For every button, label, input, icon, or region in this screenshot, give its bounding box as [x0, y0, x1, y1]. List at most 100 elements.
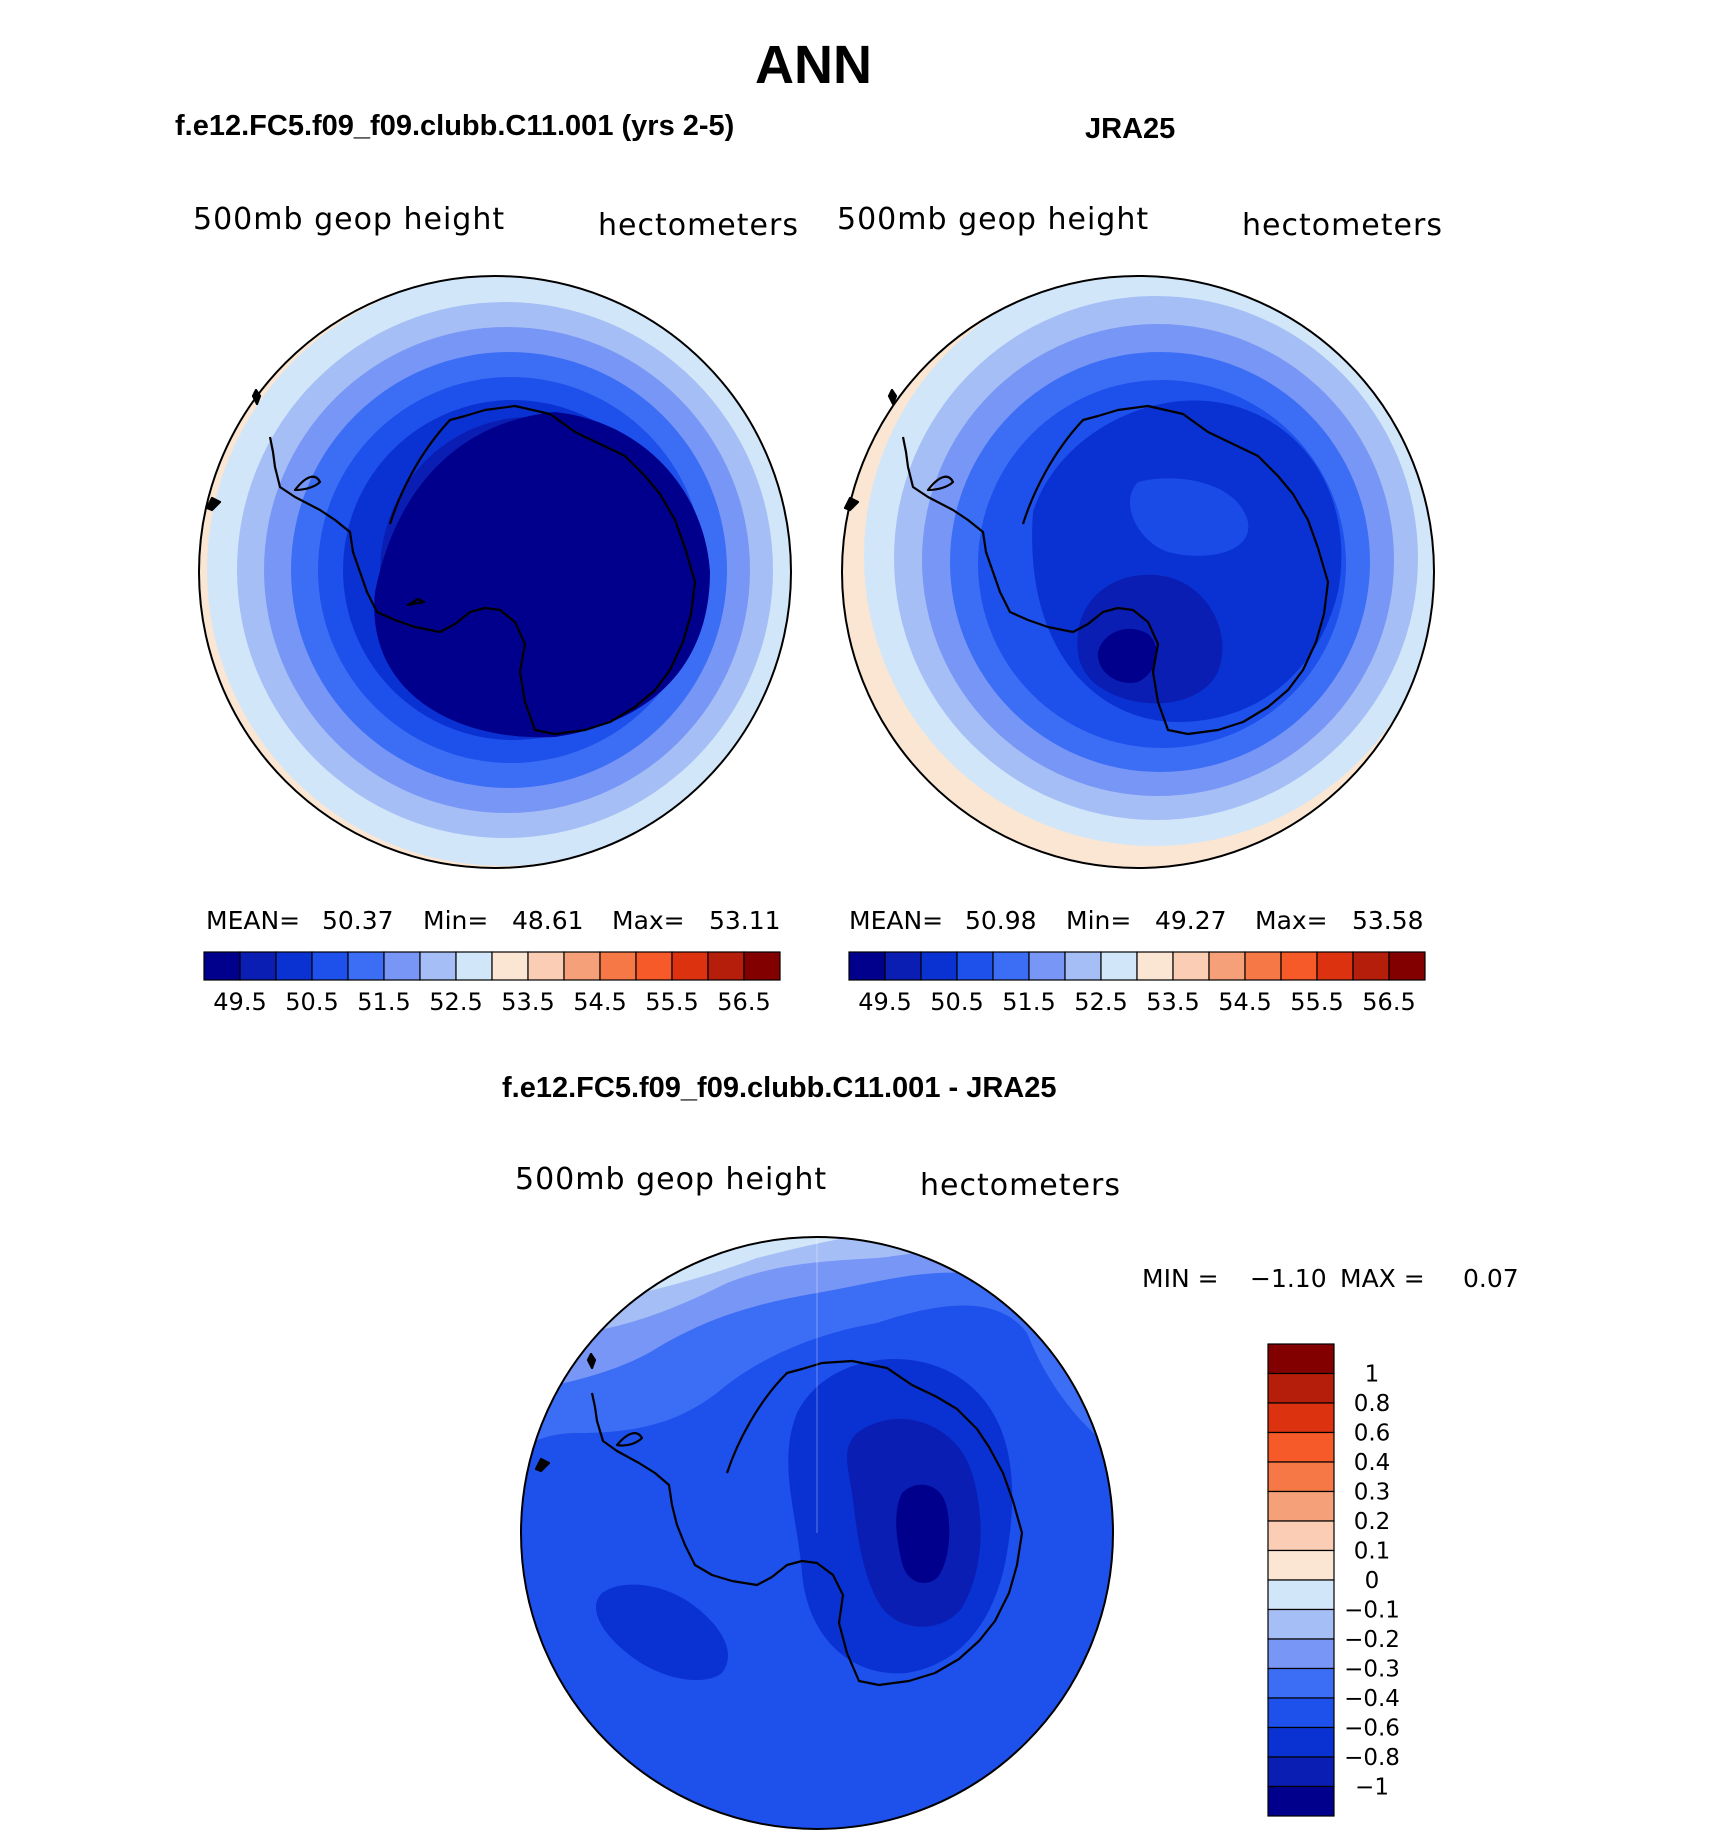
panel-2-colorbar-tick-label: 56.5: [1362, 988, 1415, 1016]
panel-1-mean-label: MEAN=: [206, 906, 301, 935]
panel-3-max-value: 0.07: [1463, 1264, 1519, 1293]
panel-3-colorbar-tick-label: 1: [1365, 1362, 1380, 1388]
panel-3-colorbar-swatch: [1267, 1520, 1335, 1552]
panel-2-colorbar-tick-label: 51.5: [1002, 988, 1055, 1016]
panel-2-mean-value: 50.98: [965, 906, 1037, 935]
panel-1-colorbar-swatch: [635, 951, 673, 981]
panel-3-colorbar-swatch: [1267, 1726, 1335, 1758]
panel-3-colorbar: 1 0.8 0.6 0.4 0.3 0.2 0.1 0 −0.1 −0.2 −0.3 −0.4 −0.6…: [1267, 1343, 1400, 1817]
panel-2-colorbar-tick-label: 49.5: [858, 988, 911, 1016]
panel-1-colorbar-swatch: [311, 951, 349, 981]
panel-3-colorbar-tick-label: 0.4: [1354, 1450, 1391, 1476]
panel-3-polar-map: [520, 1236, 1114, 1830]
panel-1-colorbar-swatch: [599, 951, 637, 981]
panel-1-max-value: 53.11: [709, 906, 781, 935]
main-title: ANN: [755, 35, 872, 95]
panel-2-max-value: 53.58: [1352, 906, 1424, 935]
panel-1-colorbar-swatch: [707, 951, 745, 981]
panel-2-colorbar-swatch: [1316, 951, 1354, 981]
panel-1-colorbar-swatch: [275, 951, 313, 981]
panel-3-colorbar-swatch: [1267, 1638, 1335, 1670]
panel-3-min-value: −1.10: [1250, 1264, 1327, 1293]
panel-3-colorbar-swatch: [1267, 1756, 1335, 1788]
panel-1-min-value: 48.61: [512, 906, 584, 935]
panel-3-colorbar-swatch: [1267, 1697, 1335, 1729]
panel-1-colorbar-tick-label: 49.5: [213, 988, 266, 1016]
panel-1-min-label: Min=: [423, 906, 489, 935]
panel-1-colorbar-swatch: [671, 951, 709, 981]
panel-2-colorbar: 49.5 50.5 51.5 52.5 53.5 54.5 55.5 56.5: [848, 951, 1426, 1016]
panel-1-colorbar-tick-label: 53.5: [501, 988, 554, 1016]
panel-2-colorbar-swatch: [1100, 951, 1138, 981]
panel-1-colorbar-swatch: [239, 951, 277, 981]
panel-3-colorbar-tick-label: 0.6: [1354, 1421, 1391, 1447]
panel-3-colorbar-tick-label: −0.4: [1344, 1686, 1400, 1712]
panel-3-min-label: MIN =: [1142, 1264, 1219, 1293]
panel-2-colorbar-swatch: [1172, 951, 1210, 981]
panel-3-colorbar-tick-label: 0.8: [1354, 1391, 1391, 1417]
panel-3-colorbar-tick-label: 0: [1365, 1568, 1380, 1594]
panel-2-colorbar-swatch: [1280, 951, 1318, 981]
panel-1-colorbar-tick-label: 51.5: [357, 988, 410, 1016]
panel-3-colorbar-tick-label: −0.3: [1344, 1657, 1400, 1683]
panel-3-colorbar-swatch: [1267, 1402, 1335, 1434]
panel-2-title: JRA25: [1085, 113, 1176, 145]
panel-3-units-label: hectometers: [920, 1168, 1121, 1203]
panel-3-colorbar-swatch: [1267, 1579, 1335, 1611]
panel-1-colorbar-swatch: [491, 951, 529, 981]
panel-2-colorbar-swatch: [1208, 951, 1246, 981]
panel-2-colorbar-tick-label: 53.5: [1146, 988, 1199, 1016]
panel-1-title: f.e12.FC5.f09_f09.clubb.C11.001 (yrs 2-5…: [175, 110, 735, 142]
panel-3-colorbar-tick-label: 0.2: [1354, 1509, 1391, 1535]
panel-3-colorbar-swatch: [1267, 1461, 1335, 1493]
panel-1-colorbar-swatch: [527, 951, 565, 981]
panel-2-colorbar-tick-label: 52.5: [1074, 988, 1127, 1016]
panel-2-colorbar-swatch: [956, 951, 994, 981]
panel-1-colorbar-tick-label: 55.5: [645, 988, 698, 1016]
panel-1-units-label: hectometers: [598, 208, 799, 243]
panel-3-max-label: MAX =: [1340, 1264, 1425, 1293]
panel-2-colorbar-swatch: [1064, 951, 1102, 981]
panel-1-colorbar-tick-label: 52.5: [429, 988, 482, 1016]
panel-3-colorbar-tick-label: −0.6: [1344, 1716, 1400, 1742]
panel-1-colorbar-swatch: [563, 951, 601, 981]
panel-2-colorbar-swatch: [920, 951, 958, 981]
panel-1-colorbar-swatch: [347, 951, 385, 981]
panel-3-colorbar-swatch: [1267, 1490, 1335, 1522]
panel-3-colorbar-tick-label: −1: [1355, 1775, 1389, 1801]
panel-2-mean-label: MEAN=: [849, 906, 944, 935]
panel-2-colorbar-tick-label: 54.5: [1218, 988, 1271, 1016]
panel-2-colorbar-swatch: [992, 951, 1030, 981]
panel-3-colorbar-tick-label: −0.1: [1344, 1598, 1400, 1624]
panel-2-min-label: Min=: [1066, 906, 1132, 935]
panel-3-colorbar-tick-label: −0.2: [1344, 1627, 1400, 1653]
panel-1-colorbar-swatch: [743, 951, 781, 981]
panel-1-colorbar-swatch: [383, 951, 421, 981]
panel-1-colorbar-tick-label: 56.5: [717, 988, 770, 1016]
panel-2-colorbar-tick-label: 50.5: [930, 988, 983, 1016]
panel-3-colorbar-swatch: [1267, 1343, 1335, 1375]
panel-2-colorbar-swatch: [1244, 951, 1282, 981]
panel-2-colorbar-swatch: [1136, 951, 1174, 981]
panel-2-colorbar-swatch: [848, 951, 886, 981]
panel-3-colorbar-swatch: [1267, 1431, 1335, 1463]
panel-1-variable-label: 500mb geop height: [193, 202, 506, 237]
panel-2-variable-label: 500mb geop height: [837, 202, 1150, 237]
panel-3-colorbar-swatch: [1267, 1372, 1335, 1404]
panel-2-max-label: Max=: [1255, 906, 1328, 935]
panel-2-colorbar-swatch: [1388, 951, 1426, 981]
panel-1-polar-map: [198, 275, 792, 869]
panel-3-colorbar-swatch: [1267, 1549, 1335, 1581]
panel-1-colorbar-swatch: [419, 951, 457, 981]
panel-3-colorbar-tick-label: −0.8: [1344, 1745, 1400, 1771]
panel-1-colorbar-swatch: [203, 951, 241, 981]
panel-1-colorbar: 49.5 50.5 51.5 52.5 53.5 54.5 55.5 56.5: [203, 951, 781, 1016]
panel-2-colorbar-swatch: [1352, 951, 1390, 981]
panel-3-colorbar-swatch: [1267, 1667, 1335, 1699]
panel-2-colorbar-swatch: [1028, 951, 1066, 981]
panel-3-colorbar-tick-label: 0.3: [1354, 1480, 1391, 1506]
panel-3-colorbar-tick-label: 0.1: [1354, 1539, 1391, 1565]
panel-3-colorbar-swatch: [1267, 1608, 1335, 1640]
panel-2-colorbar-tick-label: 55.5: [1290, 988, 1343, 1016]
panel-2-polar-map: [841, 275, 1435, 869]
